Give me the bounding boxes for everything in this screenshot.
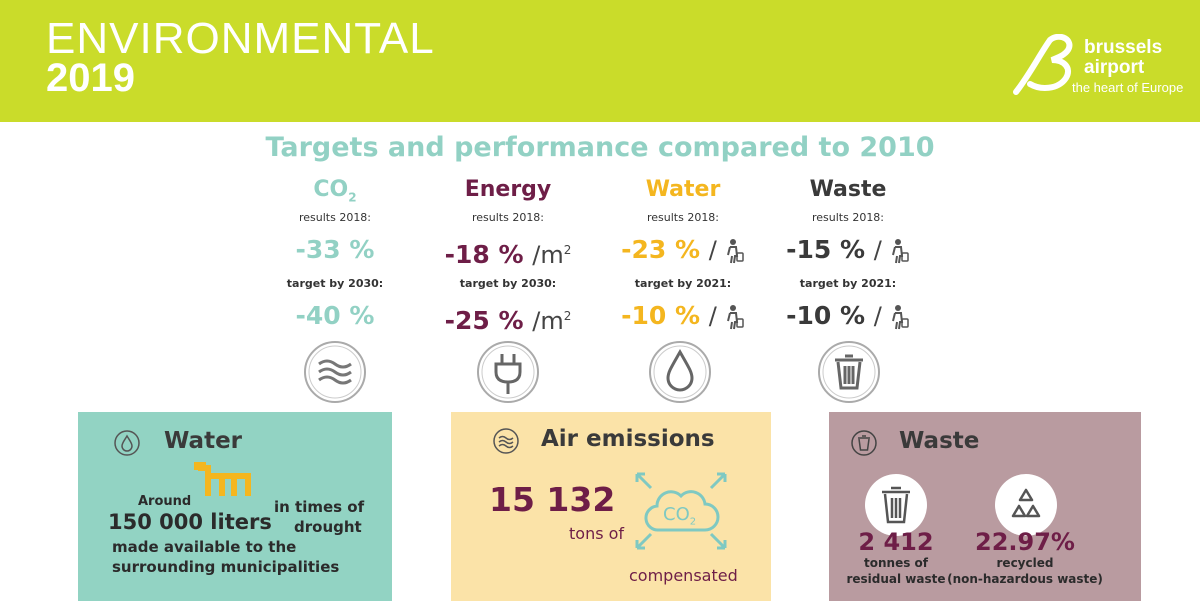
logo-tagline: the heart of Europe [1072,80,1184,95]
passenger-icon [726,239,744,264]
air-amount: 15 132 [489,480,616,519]
passenger-icon [726,305,744,330]
passenger-icon [891,305,909,330]
residual-waste-label1: tonnes of [864,556,928,570]
recycled-waste-badge [995,474,1057,536]
residual-waste-label2: residual waste [846,572,946,586]
metric-name: Waste [809,177,887,202]
co2-cloud-icon [635,472,727,550]
result-value: -23 % / [598,228,768,272]
water-amount: 150 000 liters [108,510,272,534]
target-value: -10 % / [763,294,933,338]
water-card-title: Water [164,428,243,454]
logo-word-brussels: brussels [1084,37,1163,58]
section-title: Targets and performance compared to 2010 [265,132,935,163]
target-label: target by 2021: [799,277,897,290]
water-drop-icon [649,341,711,403]
passenger-icon [891,239,909,264]
air-tons-of: tons of [569,524,625,543]
recycled-waste-label2: (non-hazardous waste) [947,572,1103,586]
water-made-available: made available to the [112,538,297,556]
target-label: target by 2030: [286,277,384,290]
metric-column-energy: Energy results 2018: -18 % /m2 target by… [423,174,593,338]
target-label: target by 2030: [459,277,557,290]
results-label: results 2018: [298,211,372,224]
result-value: -15 % / [763,228,933,272]
recycled-waste-value: 22.97% [975,528,1075,556]
trash-bin-icon [851,430,877,456]
air-compensated: compensated [629,566,738,585]
header-banner: ENVIRONMENTAL 2019 brussels airport the … [0,0,1200,122]
recycled-waste-label1: recycled [996,556,1054,570]
title-year: 2019 [46,56,135,100]
water-drought: drought [294,518,362,536]
water-drop-icon [114,430,140,456]
metric-name: Energy [464,177,552,202]
waste-card-title: Waste [899,428,980,454]
residual-waste-badge [865,474,927,536]
co2-label: CO2 [663,504,697,528]
target-value: -40 % [295,301,375,330]
waste-card: Waste 2 412 tonnes of residual waste 22.… [829,412,1141,601]
water-card: Water Around 150 000 liters in times of … [78,412,392,601]
results-label: results 2018: [646,211,720,224]
target-value: -25 % /m2 [444,306,572,335]
brussels-airport-logo[interactable]: brussels airport the heart of Europe [1010,34,1190,106]
metric-name: CO2 [313,177,357,205]
target-label: target by 2021: [634,277,732,290]
logo-word-airport: airport [1084,57,1145,78]
trash-bin-icon [882,486,910,524]
air-card-title: Air emissions [541,426,715,452]
metric-name: Water [645,177,721,202]
logo-b-swoosh-icon [1013,34,1073,95]
water-around: Around [138,494,192,509]
metric-column-co2: CO2 results 2018: -33 % target by 2030: … [250,174,420,338]
metric-column-waste: Waste results 2018: -15 % / target by 20… [763,174,933,338]
target-value: -10 % / [598,294,768,338]
residual-waste-value: 2 412 [858,528,934,556]
water-pipe-icon [194,462,251,496]
result-value: -33 % [295,235,375,264]
metric-column-water: Water results 2018: -23 % / target by 20… [598,174,768,338]
result-value: -18 % /m2 [444,240,572,269]
air-emissions-card: Air emissions 15 132 tons of CO2 compens… [451,412,771,601]
results-label: results 2018: [471,211,545,224]
water-times-of: in times of [274,498,365,516]
results-label: results 2018: [811,211,885,224]
air-waves-icon [493,428,519,454]
title-environmental: ENVIRONMENTAL [46,14,435,63]
water-municipalities: surrounding municipalities [112,558,340,576]
trash-bin-icon [818,341,880,403]
recycle-icon [1011,488,1041,518]
air-waves-icon [304,341,366,403]
plug-icon [477,341,539,403]
